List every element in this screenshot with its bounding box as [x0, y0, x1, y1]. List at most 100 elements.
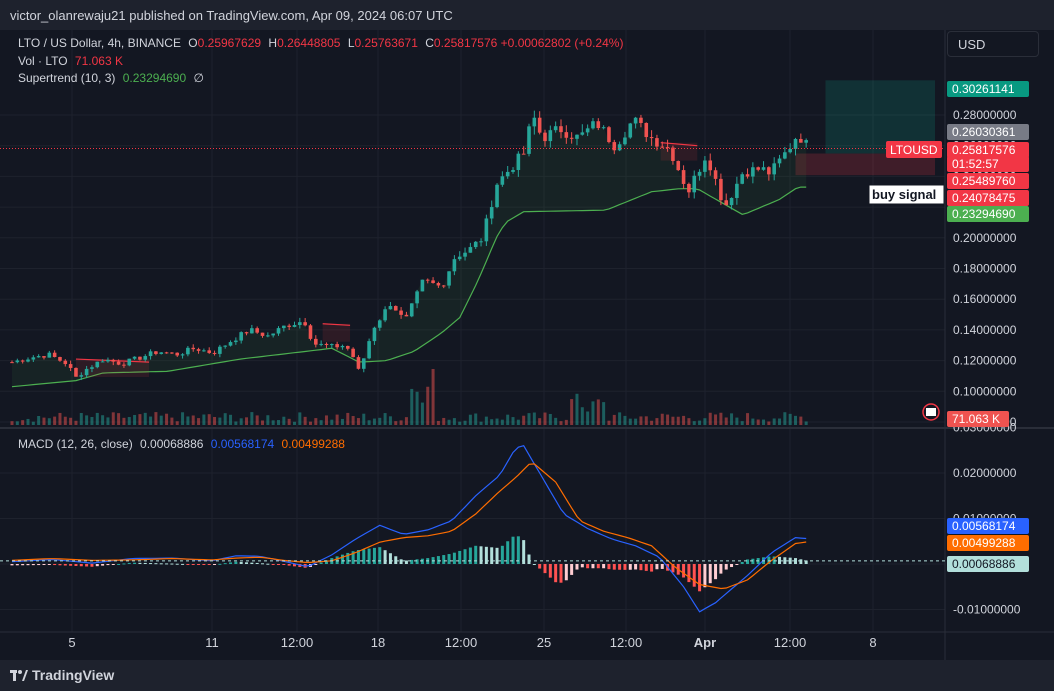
symbol-title: LTO / US Dollar, 4h, BINANCE [18, 36, 181, 50]
volume-bar [458, 421, 462, 425]
macd-histogram-bar [602, 564, 606, 569]
macd-histogram-bar [527, 554, 531, 564]
candle-body [234, 340, 238, 343]
macd-histogram-bar [463, 549, 467, 564]
volume-bar [804, 421, 808, 425]
candle-body [633, 117, 638, 124]
macd-line-value: 0.00568174 [210, 437, 275, 451]
volume-bar [319, 420, 323, 425]
currency-button[interactable]: USD [947, 31, 1039, 57]
loss-zone [795, 153, 935, 176]
price-chart[interactable]: 0.280000000.260000000.240000000.22000000… [0, 30, 1054, 660]
price-tag-bg [947, 124, 1029, 140]
volume-bar [746, 413, 750, 425]
volume-tag-bg [947, 411, 1009, 427]
tradingview-brand[interactable]: TradingView [10, 667, 114, 683]
macd-histogram-bar [586, 564, 590, 569]
volume-bar [149, 416, 153, 425]
volume-bar [74, 420, 78, 425]
candle-body [468, 247, 473, 253]
candle-body [84, 368, 89, 376]
macd-histogram-bar [255, 562, 259, 564]
volume-bar [767, 421, 771, 425]
macd-histogram-bar [468, 547, 472, 564]
macd-tag-label: 0.00568174 [952, 519, 1016, 533]
volume-bar [479, 421, 483, 425]
candle-body [804, 140, 808, 143]
candle-body [756, 167, 760, 170]
candle-body [319, 343, 323, 345]
macd-histogram-bar [724, 564, 728, 570]
volume-bar [314, 418, 318, 425]
candle-body [330, 344, 334, 346]
tradingview-logo-icon [10, 668, 28, 681]
candle-body [671, 147, 675, 162]
volume-bar [143, 412, 147, 425]
candle-body [143, 356, 148, 360]
macd-histogram-bar [708, 564, 712, 584]
macd-histogram-bar [197, 564, 201, 565]
volume-bar [213, 416, 217, 425]
volume-bar [58, 412, 62, 425]
macd-histogram-bar [127, 562, 131, 564]
macd-histogram-bar [111, 564, 115, 565]
volume-bar [532, 412, 536, 425]
volume-bar [266, 415, 270, 425]
macd-histogram-bar [687, 564, 691, 583]
volume-bar [628, 418, 632, 425]
macd-histogram-bar [143, 562, 147, 564]
macd-histogram-bar [250, 562, 254, 564]
volume-bar [442, 417, 446, 425]
visibility-icon[interactable]: ∅ [193, 71, 204, 85]
candle-body [516, 153, 521, 170]
volume-bar [756, 419, 760, 425]
candle-body [564, 132, 569, 138]
macd-histogram-bar [159, 563, 163, 565]
macd-histogram-bar [532, 564, 536, 565]
candle-body [473, 241, 478, 248]
macd-histogram-bar [516, 536, 520, 564]
volume-bar [570, 399, 574, 425]
macd-histogram-bar [452, 552, 456, 564]
macd-histogram-bar [106, 564, 110, 566]
volume-bar [772, 418, 776, 425]
macd-histogram-bar [356, 549, 360, 564]
macd-hist-value: 0.00068886 [140, 437, 204, 451]
candle-body [596, 121, 601, 128]
macd-histogram-bar [367, 548, 371, 564]
candle-body [500, 176, 505, 185]
volume-bar [468, 414, 472, 425]
time-tick-label: 12:00 [774, 635, 807, 650]
candle-body [26, 359, 30, 362]
macd-histogram-bar [149, 563, 153, 565]
candle-body [164, 352, 169, 354]
buy-signal-bg [868, 184, 945, 205]
macd-histogram-bar [10, 564, 14, 566]
candle-body [484, 218, 489, 242]
macd-histogram-bar [154, 563, 158, 565]
candle-body [372, 327, 377, 342]
candle-body [393, 306, 398, 311]
candle-body [447, 271, 451, 286]
macd-histogram-bar [511, 536, 515, 564]
macd-histogram-bar [234, 561, 238, 564]
candle-body [548, 130, 553, 142]
candle-body [356, 357, 361, 369]
volume-bar [794, 415, 798, 425]
volume-bar [191, 415, 195, 425]
macd-histogram-bar [767, 556, 771, 564]
price-tick-label: 0.18000000 [953, 262, 1017, 276]
volume-bar [229, 414, 233, 425]
volume-tag: 71.063 K [952, 412, 1000, 426]
macd-histogram-bar [58, 564, 62, 566]
candle-body [649, 137, 654, 139]
buy-signal-annotation: buy signal [872, 187, 936, 202]
volume-bar [340, 418, 344, 425]
candle-body [138, 356, 142, 360]
candle-body [431, 280, 435, 284]
macd-histogram-bar [618, 564, 622, 570]
macd-histogram-bar [735, 564, 739, 565]
candle-body [276, 328, 281, 334]
macd-histogram-bar [404, 560, 408, 564]
volume-bar [463, 420, 467, 425]
